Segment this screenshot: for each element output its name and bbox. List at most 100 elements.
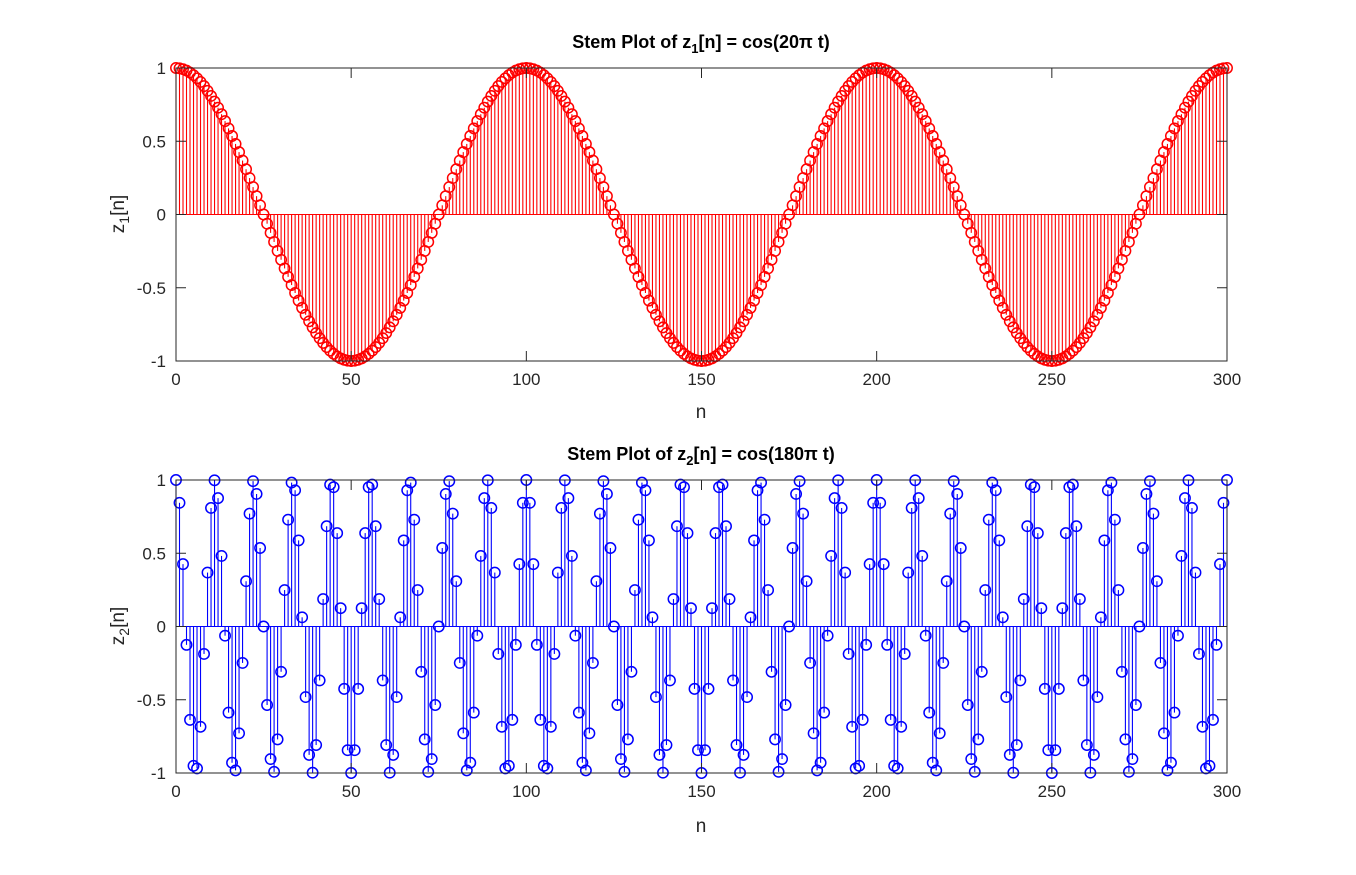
stem-marker bbox=[877, 558, 890, 571]
stem-marker bbox=[1031, 527, 1044, 540]
stem-marker bbox=[219, 115, 231, 128]
stem-marker bbox=[776, 753, 789, 766]
stem-marker bbox=[723, 593, 736, 605]
stem-marker bbox=[485, 502, 498, 514]
stem-marker bbox=[373, 593, 386, 605]
stem-marker bbox=[734, 321, 746, 334]
stem-marker bbox=[947, 475, 960, 488]
stem-marker bbox=[646, 301, 659, 314]
stem-marker bbox=[1168, 706, 1181, 719]
stem-marker bbox=[643, 294, 655, 307]
stem-marker bbox=[376, 674, 389, 687]
x-tick-label: 300 bbox=[1213, 782, 1241, 801]
stem-marker bbox=[989, 287, 1002, 299]
stem-marker bbox=[807, 727, 820, 740]
stem-marker bbox=[1080, 739, 1093, 751]
stem-marker bbox=[1021, 341, 1034, 354]
stem-marker bbox=[1172, 629, 1184, 642]
stem-marker bbox=[362, 481, 375, 494]
stem-marker bbox=[811, 764, 824, 777]
stem-marker bbox=[737, 315, 750, 328]
stem-marker bbox=[639, 484, 652, 497]
stem-marker bbox=[208, 95, 221, 108]
stem-marker bbox=[411, 584, 424, 597]
stem-marker bbox=[275, 665, 288, 678]
x-tick-label: 0 bbox=[171, 782, 180, 801]
stem-marker bbox=[891, 72, 904, 85]
stem-marker bbox=[464, 130, 477, 142]
stem-marker bbox=[660, 739, 673, 751]
stem-marker bbox=[671, 520, 683, 533]
stem-marker bbox=[965, 753, 978, 766]
stem-marker bbox=[579, 764, 592, 777]
stem-marker bbox=[982, 513, 995, 526]
stem-marker bbox=[1094, 611, 1107, 624]
stem-marker bbox=[643, 534, 655, 547]
stem-marker bbox=[1073, 593, 1086, 605]
stem-marker bbox=[285, 476, 298, 489]
stem-marker bbox=[397, 294, 410, 307]
stem-marker bbox=[614, 753, 627, 766]
stem-marker bbox=[1087, 315, 1100, 328]
stem-marker bbox=[1010, 739, 1023, 751]
stem-marker bbox=[842, 648, 855, 660]
stem-marker bbox=[1017, 593, 1030, 605]
stem-marker bbox=[758, 513, 771, 526]
stem-marker bbox=[1175, 549, 1188, 562]
stem-marker bbox=[786, 542, 799, 554]
stem-marker bbox=[653, 315, 666, 328]
stem-marker bbox=[944, 507, 957, 520]
stem-marker bbox=[818, 122, 831, 135]
stem-marker bbox=[229, 764, 242, 777]
stem-marker bbox=[495, 720, 508, 733]
stem-marker bbox=[1000, 308, 1013, 321]
stem-marker bbox=[404, 476, 417, 489]
stem-marker bbox=[551, 566, 564, 579]
stem-marker bbox=[187, 69, 200, 82]
stem-marker bbox=[555, 502, 568, 514]
stem-marker bbox=[688, 682, 701, 695]
stem-marker bbox=[432, 620, 445, 633]
stem-marker bbox=[821, 115, 834, 128]
stem-marker bbox=[408, 513, 421, 526]
x-axis-label: n bbox=[696, 402, 707, 423]
stem-marker bbox=[271, 733, 284, 746]
stem-marker bbox=[1193, 648, 1205, 660]
stem-marker bbox=[625, 665, 638, 678]
stem-marker bbox=[800, 575, 813, 588]
stem-marker bbox=[401, 287, 414, 299]
x-tick-label: 100 bbox=[512, 782, 540, 801]
stem-marker bbox=[369, 520, 382, 533]
stem-marker bbox=[285, 279, 298, 292]
stem-marker bbox=[1059, 527, 1072, 540]
stem-marker bbox=[681, 527, 694, 540]
stem-marker bbox=[1101, 484, 1114, 497]
stem-marker bbox=[828, 492, 841, 505]
x-tick-label: 300 bbox=[1213, 370, 1241, 389]
stem-marker bbox=[979, 584, 992, 597]
stem-marker bbox=[205, 502, 217, 514]
stem-marker bbox=[1059, 350, 1072, 363]
stem-marker bbox=[954, 542, 967, 554]
stem-marker bbox=[201, 566, 214, 579]
stem-marker bbox=[919, 629, 932, 642]
y-tick-label: -1 bbox=[151, 764, 166, 783]
stem-marker bbox=[537, 69, 550, 82]
stem-marker bbox=[972, 733, 985, 746]
stem-marker bbox=[751, 287, 764, 299]
stem-marker bbox=[1038, 682, 1051, 695]
stem-marker bbox=[849, 762, 862, 775]
stem-marker bbox=[1168, 122, 1181, 135]
stem-marker bbox=[499, 72, 512, 85]
stem-marker bbox=[905, 502, 918, 514]
stem-marker bbox=[1210, 638, 1223, 651]
stem-marker bbox=[191, 72, 203, 85]
stem-marker bbox=[709, 527, 722, 540]
x-tick-label: 250 bbox=[1038, 370, 1066, 389]
stem-marker bbox=[569, 115, 582, 128]
stem-marker bbox=[863, 558, 876, 571]
stem-marker bbox=[250, 487, 263, 500]
stem-marker bbox=[916, 108, 929, 121]
stem-marker bbox=[1164, 130, 1177, 142]
stem-marker bbox=[544, 720, 557, 733]
